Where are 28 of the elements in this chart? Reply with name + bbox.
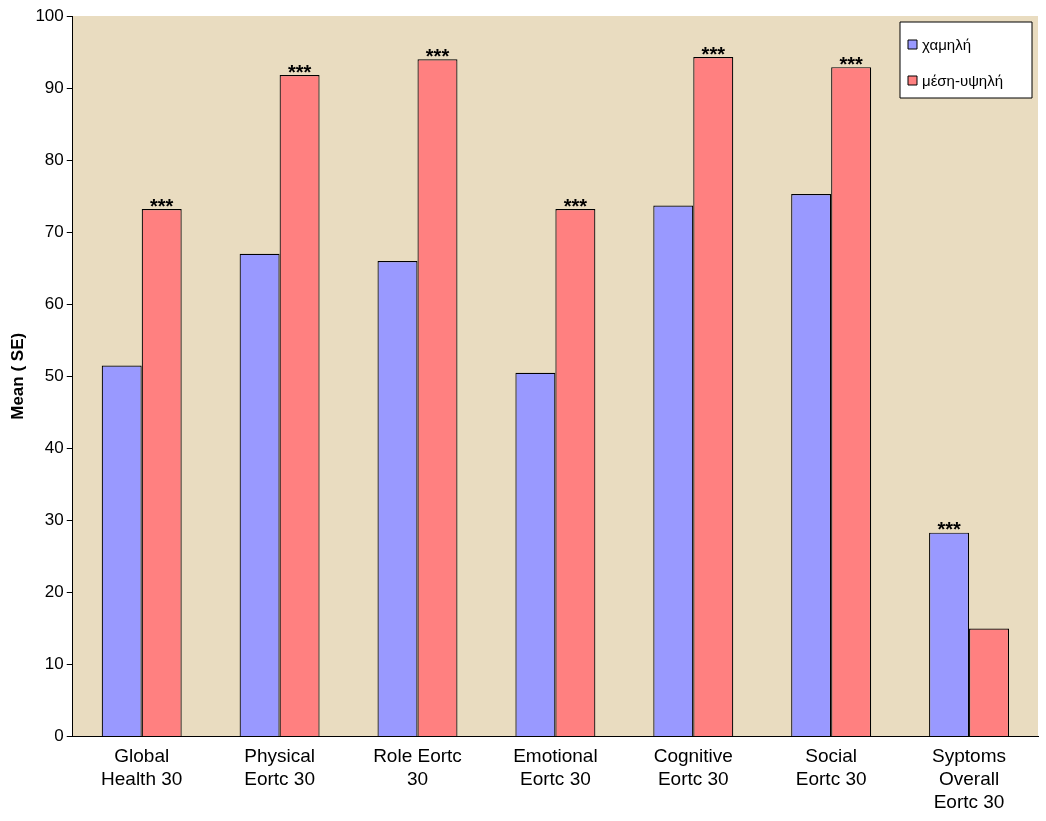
y-tick-label: 50 [44,365,64,385]
annotation: *** [937,518,961,541]
y-axis-title: Mean ( SE) [7,332,27,420]
x-tick-label: Emotional Eortc 30 [513,745,598,790]
y-tick-label: 20 [44,582,64,602]
y-tick-label: 10 [44,654,64,674]
y-tick-label: 80 [44,149,64,169]
y-tick-label: 70 [44,221,64,241]
y-tick-label: 0 [54,726,64,746]
y-tick-label: 30 [44,510,64,530]
x-tick-label: Role Eortc 30 [373,745,462,790]
x-tick-label: Cognitive Eortc 30 [653,745,733,790]
x-tick-label: Physical Eortc 30 [244,745,315,790]
y-tick-label: 90 [44,77,64,97]
legend-label: χαμηλή [922,36,971,54]
annotation: *** [563,194,588,217]
annotation: *** [425,44,450,67]
annotation: *** [287,60,312,83]
y-tick-label: 60 [44,293,64,313]
annotation: *** [150,194,174,217]
y-tick-label: 100 [35,5,64,25]
annotation: *** [839,52,864,75]
y-tick-label: 40 [44,438,64,458]
annotation: *** [701,42,726,65]
legend-label: μέση-υψηλή [922,72,1004,90]
x-tick-label: Syptoms Overall Eortc 30 [932,745,1007,812]
x-tick-label: Global Health 30 [101,745,183,790]
x-tick-label: Social Eortc 30 [795,745,867,790]
